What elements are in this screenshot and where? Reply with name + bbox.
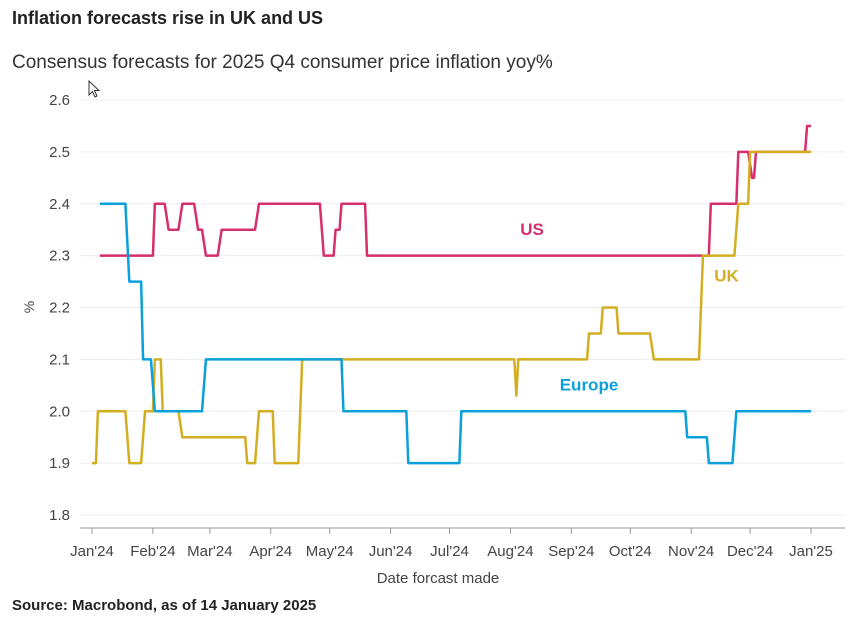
x-tick-label: Dec'24: [727, 543, 773, 560]
y-tick-label: 2.3: [49, 248, 70, 265]
x-tick-label: Jul'24: [430, 543, 469, 560]
y-tick-label: 2.0: [49, 403, 70, 420]
y-tick-label: 2.1: [49, 351, 70, 368]
x-tick-label: Mar'24: [187, 543, 232, 560]
x-tick-label: Jan'25: [789, 543, 833, 560]
line-chart: 1.8 1.9 2.0 2.1 2.2 2.3 2.4 2.5 2.6 Jan'24 Feb'24 M…: [21, 92, 845, 587]
series-label-us: US: [520, 220, 544, 239]
x-tick-label: May'24: [306, 543, 354, 560]
y-tick-label: 1.8: [49, 507, 70, 524]
x-tick-label: Feb'24: [130, 543, 175, 560]
series-label-europe: Europe: [560, 376, 619, 395]
x-tick-label: Oct'24: [609, 543, 652, 560]
x-tick-label: Sep'24: [548, 543, 594, 560]
x-tick-label: Aug'24: [487, 543, 533, 560]
chart-subtitle: Consensus forecasts for 2025 Q4 consumer…: [12, 52, 553, 73]
x-tick-label: Apr'24: [249, 543, 292, 560]
y-tick-label: 2.5: [49, 144, 70, 161]
series-line-europe: [99, 202, 811, 465]
chart-title: Inflation forecasts rise in UK and US: [12, 8, 324, 28]
x-axis-label: Date forcast made: [377, 570, 500, 587]
series-line-uk: [92, 150, 811, 465]
y-tick-label: 2.4: [49, 196, 70, 213]
series-line-us: [99, 124, 811, 257]
series-label-uk: UK: [714, 267, 739, 286]
y-tick-label: 2.2: [49, 300, 70, 317]
y-tick-label: 1.9: [49, 455, 70, 472]
y-axis-label: %: [21, 301, 37, 313]
x-tick-label: Nov'24: [668, 543, 714, 560]
x-tick-label: Jun'24: [369, 543, 413, 560]
y-tick-label: 2.6: [49, 92, 70, 109]
source-note: Source: Macrobond, as of 14 January 2025: [12, 597, 317, 614]
x-tick-label: Jan'24: [70, 543, 114, 560]
mouse-cursor-icon: [88, 80, 101, 98]
